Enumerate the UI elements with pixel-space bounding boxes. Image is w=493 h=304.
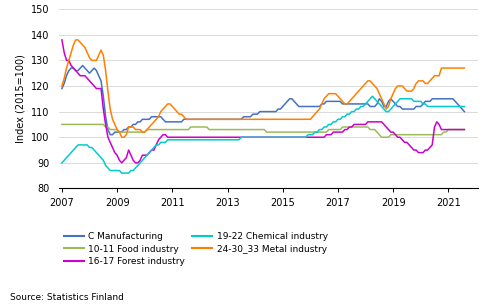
Legend: C Manufacturing, 10-11 Food industry, 16-17 Forest industry, 19-22 Chemical indu: C Manufacturing, 10-11 Food industry, 16… bbox=[64, 233, 328, 266]
Y-axis label: Index (2015=100): Index (2015=100) bbox=[15, 54, 25, 143]
Text: Source: Statistics Finland: Source: Statistics Finland bbox=[10, 293, 124, 302]
